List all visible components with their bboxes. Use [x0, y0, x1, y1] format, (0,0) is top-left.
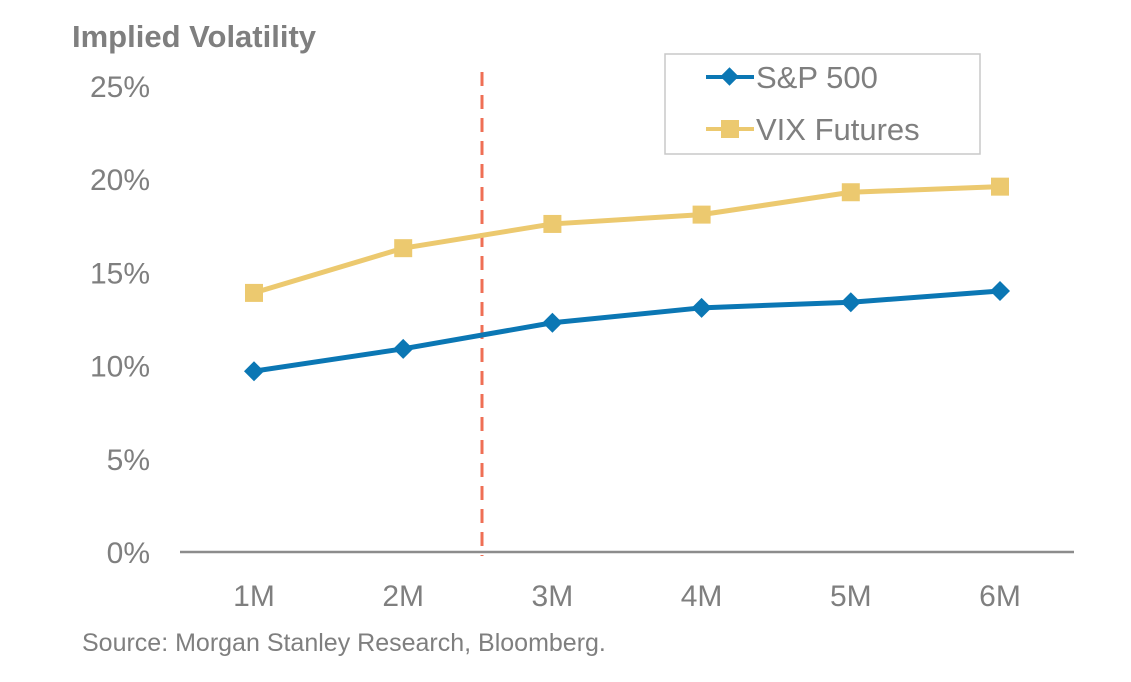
data-point-s-p-500-3m: [542, 312, 563, 333]
y-tick-label: 10%: [90, 351, 150, 384]
y-tick-label: 25%: [90, 71, 150, 104]
x-tick-label: 6M: [979, 580, 1021, 613]
x-tick-label: 2M: [382, 580, 424, 613]
series-group: [244, 177, 1010, 382]
y-tick-label: 20%: [90, 164, 150, 197]
data-point-vix-futures-3m: [543, 214, 562, 233]
legend-box: [664, 53, 981, 155]
x-tick-label: 1M: [233, 580, 275, 613]
y-tick-label: 15%: [90, 257, 150, 290]
legend-vix-label: VIX Futures: [756, 112, 920, 147]
x-tick-label: 3M: [532, 580, 574, 613]
data-point-vix-futures-5m: [841, 183, 860, 202]
data-point-s-p-500-6m: [990, 281, 1010, 302]
source-note: Source: Morgan Stanley Research, Bloombe…: [82, 629, 606, 657]
data-point-vix-futures-2m: [394, 239, 413, 258]
y-tick-label: 0%: [107, 537, 150, 570]
legend: S&P 500 VIX Futures: [664, 53, 981, 155]
x-tick-label: 4M: [681, 580, 723, 613]
y-tick-label: 5%: [107, 444, 150, 477]
data-point-vix-futures-4m: [692, 205, 711, 224]
series-line-vix-futures: [253, 184, 1001, 296]
legend-sp500-marker: [720, 67, 739, 86]
x-tick-label: 5M: [830, 580, 872, 613]
data-point-s-p-500-4m: [691, 297, 712, 318]
data-point-vix-futures-6m: [991, 177, 1009, 196]
x-axis-ticks: 1M 2M 3M 4M 5M 6M: [233, 580, 1021, 613]
data-point-s-p-500-2m: [393, 338, 414, 359]
legend-vix-marker: [721, 120, 739, 138]
y-axis-ticks: 0% 5% 10% 15% 20% 25%: [90, 71, 150, 570]
data-point-s-p-500-1m: [244, 361, 264, 382]
y-axis-title: Implied Volatility: [72, 19, 317, 54]
legend-sp500-label: S&P 500: [756, 60, 878, 95]
series-line-s-p-500: [253, 288, 1001, 374]
data-point-vix-futures-1m: [245, 283, 263, 302]
data-point-s-p-500-5m: [840, 292, 861, 313]
